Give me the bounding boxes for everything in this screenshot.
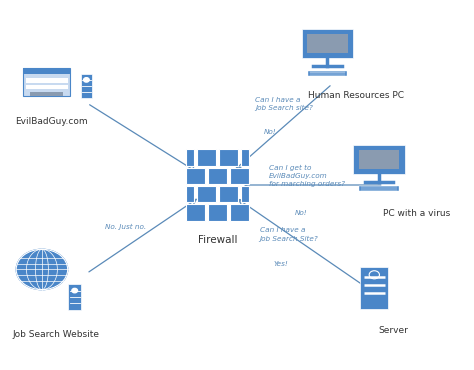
Bar: [197, 149, 216, 165]
Text: EvilBadGuy.com: EvilBadGuy.com: [15, 117, 88, 126]
Bar: [23, 68, 70, 74]
Bar: [359, 186, 399, 191]
Text: Job Search Website: Job Search Website: [12, 330, 100, 339]
Bar: [230, 205, 249, 221]
Bar: [23, 68, 70, 96]
Bar: [68, 284, 81, 310]
Bar: [197, 186, 216, 202]
Text: No!: No!: [264, 129, 277, 135]
Bar: [353, 145, 405, 174]
Text: Can I get to
EvilBadGuy.com
for marching orders?: Can I get to EvilBadGuy.com for marching…: [269, 165, 345, 187]
Bar: [186, 205, 205, 221]
Circle shape: [72, 288, 78, 293]
Text: No. Just no.: No. Just no.: [105, 224, 146, 230]
Bar: [30, 91, 63, 96]
Circle shape: [83, 78, 89, 82]
Bar: [186, 186, 194, 202]
Bar: [208, 168, 227, 184]
Text: Yes!: Yes!: [273, 261, 288, 267]
Text: Can I have a
Job Search Site?: Can I have a Job Search Site?: [260, 228, 319, 242]
Bar: [360, 267, 388, 309]
Text: Server: Server: [378, 326, 408, 335]
Bar: [186, 149, 194, 165]
Text: Can I have a
Job Search site?: Can I have a Job Search site?: [255, 97, 313, 111]
Bar: [26, 85, 68, 89]
Bar: [186, 168, 205, 184]
Circle shape: [16, 249, 68, 290]
Text: Firewall: Firewall: [198, 235, 237, 245]
Text: No!: No!: [295, 209, 307, 216]
Bar: [302, 29, 353, 58]
Bar: [230, 168, 249, 184]
Text: Human Resources PC: Human Resources PC: [308, 91, 403, 100]
Bar: [241, 149, 249, 165]
Text: PC with a virus: PC with a virus: [383, 209, 450, 218]
Bar: [208, 205, 227, 221]
Bar: [26, 78, 68, 83]
Bar: [219, 149, 238, 165]
Bar: [81, 74, 92, 98]
Bar: [219, 186, 238, 202]
Bar: [359, 150, 399, 169]
Bar: [308, 34, 347, 53]
Bar: [308, 71, 347, 75]
Bar: [241, 186, 249, 202]
